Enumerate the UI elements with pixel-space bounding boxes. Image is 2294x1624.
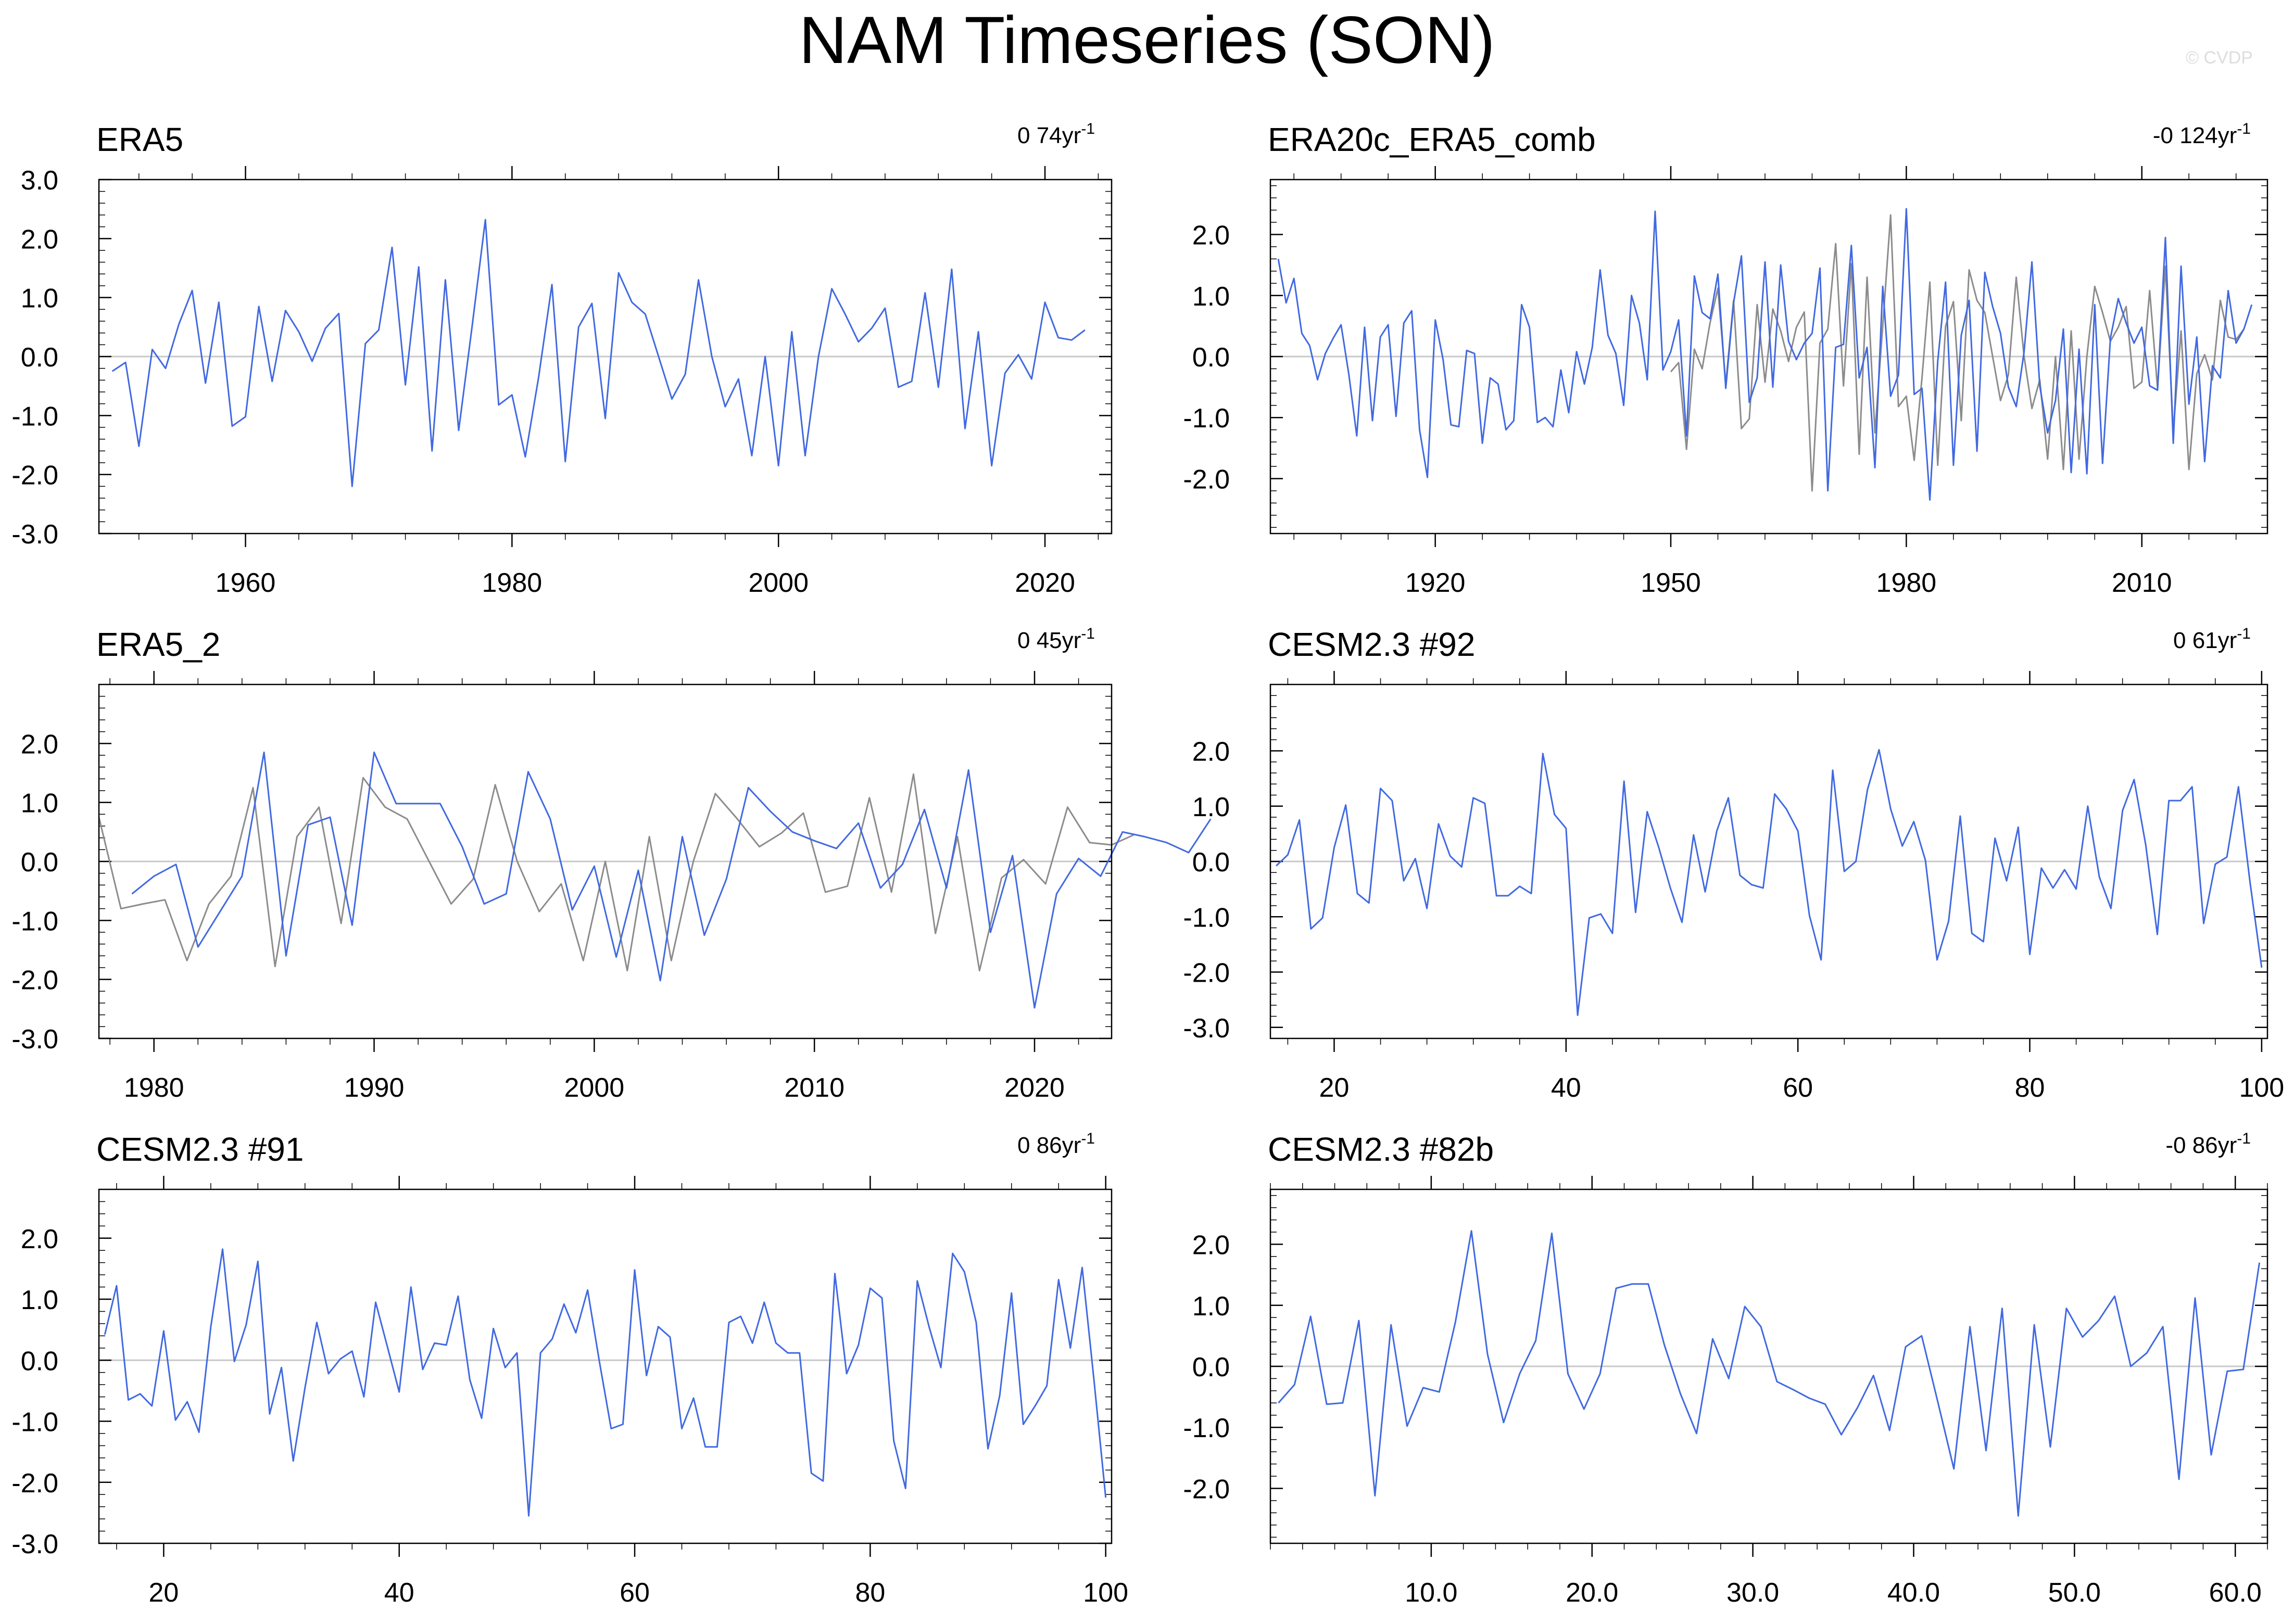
plot-frame — [1269, 1188, 2268, 1544]
y-tick-label: 1.0 — [1192, 282, 1230, 312]
plot-frame — [98, 683, 1113, 1039]
x-tick-label: 40 — [1551, 1073, 1581, 1103]
y-tick-label: -1.0 — [11, 401, 58, 432]
series-line — [98, 773, 1134, 972]
series-line — [1276, 748, 2263, 1016]
y-tick-label: 1.0 — [1192, 1291, 1230, 1322]
y-tick-label: -3.0 — [1183, 1013, 1230, 1044]
y-tick-label: 0.0 — [21, 847, 58, 878]
y-tick-label: -1.0 — [1183, 903, 1230, 933]
x-tick-label: 20 — [148, 1578, 179, 1608]
chart-panel-1: -3.0 -2.0 -1.0 0.0 1.0 2.0 3.0 1960 1980 2000 2020… — [11, 120, 1113, 598]
x-tick-label: 2010 — [2112, 568, 2172, 598]
chart-panel-3: -3.0 -2.0 -1.0 0.0 1.0 2.0 1980 1990 2000 2010 202… — [11, 625, 1212, 1103]
chart-panel-4: -3.0 -2.0 -1.0 0.0 1.0 2.0 20 40 60 80 100 CESM2.3 … — [1183, 625, 2284, 1103]
plot-frame — [1269, 179, 2268, 535]
y-tick-label: 3.0 — [21, 166, 58, 196]
x-tick-label: 2000 — [564, 1073, 625, 1103]
x-tick-label: 1990 — [344, 1073, 405, 1103]
x-tick-label: 1950 — [1641, 568, 1701, 598]
x-tick-label: 1980 — [124, 1073, 184, 1103]
x-tick-label: 30.0 — [1726, 1578, 1779, 1608]
y-tick-label: 2.0 — [1192, 1230, 1230, 1261]
y-tick-label: -2.0 — [11, 966, 58, 996]
x-tick-label: 60 — [1783, 1073, 1813, 1103]
x-tick-label: 80 — [855, 1578, 885, 1608]
x-tick-label: 2010 — [784, 1073, 845, 1103]
x-tick-label: 40 — [384, 1578, 414, 1608]
trend-label: 0 86yr-1 — [1017, 1130, 1095, 1158]
x-tick-label: 60 — [620, 1578, 650, 1608]
trend-label: -0 124yr-1 — [2153, 120, 2251, 148]
series-line — [131, 751, 1212, 1009]
y-tick-label: 1.0 — [1192, 792, 1230, 822]
plot-frame — [1269, 683, 2268, 1039]
y-tick-label: -2.0 — [1183, 464, 1230, 494]
y-tick-label: -1.0 — [1183, 1413, 1230, 1443]
panel-title: CESM2.3 #82b — [1268, 1131, 1494, 1168]
y-tick-label: -3.0 — [11, 1024, 58, 1055]
panel-title: CESM2.3 #92 — [1268, 626, 1475, 663]
y-tick-label: -1.0 — [11, 1407, 58, 1438]
series-line — [104, 1248, 1107, 1517]
series-line — [111, 219, 1086, 487]
x-tick-label: 80 — [2015, 1073, 2045, 1103]
x-tick-label: 10.0 — [1405, 1578, 1457, 1608]
x-tick-label: 100 — [2239, 1073, 2284, 1103]
series-line — [1277, 208, 2253, 501]
plot-frame — [98, 1188, 1113, 1544]
y-tick-label: 0.0 — [1192, 342, 1230, 373]
panel-title: ERA5_2 — [96, 626, 220, 663]
trend-label: 0 61yr-1 — [2173, 625, 2251, 653]
x-tick-label: 1980 — [482, 568, 543, 598]
trend-label: 0 74yr-1 — [1017, 120, 1095, 148]
y-tick-label: 1.0 — [21, 1285, 58, 1315]
trend-label: 0 45yr-1 — [1017, 625, 1095, 653]
trend-label: -0 86yr-1 — [2165, 1130, 2251, 1158]
y-tick-label: 0.0 — [1192, 847, 1230, 878]
x-tick-label: 2020 — [1015, 568, 1075, 598]
x-tick-label: 60.0 — [2209, 1578, 2262, 1608]
y-tick-label: -3.0 — [11, 519, 58, 550]
y-tick-label: -2.0 — [11, 461, 58, 491]
y-tick-label: 0.0 — [21, 1346, 58, 1376]
chart-panel-2: -2.0 -1.0 0.0 1.0 2.0 1920 1950 1980 2010 ERA20c_… — [1183, 120, 2268, 598]
x-tick-label: 1960 — [216, 568, 276, 598]
y-tick-label: 1.0 — [21, 789, 58, 819]
panel-title: ERA5 — [96, 121, 183, 158]
chart-panel-6: -2.0 -1.0 0.0 1.0 2.0 10.0 20.0 30.0 40.0 50.0 60.… — [1183, 1130, 2268, 1608]
y-tick-label: -2.0 — [1183, 958, 1230, 988]
x-tick-label: 1920 — [1405, 568, 1466, 598]
x-tick-label: 2020 — [1004, 1073, 1065, 1103]
x-tick-label: 1980 — [1876, 568, 1937, 598]
y-tick-label: 2.0 — [1192, 737, 1230, 767]
chart-panel-5: -3.0 -2.0 -1.0 0.0 1.0 2.0 20 40 60 80 100 CESM2.3 … — [11, 1130, 1128, 1608]
y-tick-label: -3.0 — [11, 1529, 58, 1559]
series-line — [1278, 1230, 2261, 1517]
plot-frame — [98, 179, 1113, 535]
series-line — [1670, 214, 2245, 492]
y-tick-label: 2.0 — [1192, 221, 1230, 251]
watermark-text: © CVDP — [2186, 48, 2253, 68]
y-tick-label: 1.0 — [21, 284, 58, 314]
x-tick-label: 50.0 — [2048, 1578, 2101, 1608]
y-tick-label: 2.0 — [21, 729, 58, 759]
y-tick-label: -2.0 — [1183, 1474, 1230, 1504]
x-tick-label: 100 — [1083, 1578, 1128, 1608]
x-tick-label: 20 — [1319, 1073, 1350, 1103]
y-tick-label: -2.0 — [11, 1468, 58, 1499]
y-tick-label: 0.0 — [21, 342, 58, 373]
panel-title: CESM2.3 #91 — [96, 1131, 304, 1168]
y-tick-label: 2.0 — [21, 1224, 58, 1254]
x-tick-label: 20.0 — [1566, 1578, 1618, 1608]
y-tick-label: -1.0 — [11, 906, 58, 936]
x-tick-label: 40.0 — [1887, 1578, 1940, 1608]
y-tick-label: 2.0 — [21, 224, 58, 255]
figure-title: NAM Timeseries (SON) — [799, 3, 1495, 78]
y-tick-label: -1.0 — [1183, 403, 1230, 434]
y-tick-label: 0.0 — [1192, 1352, 1230, 1382]
x-tick-label: 2000 — [748, 568, 809, 598]
panel-title: ERA20c_ERA5_comb — [1268, 121, 1596, 158]
